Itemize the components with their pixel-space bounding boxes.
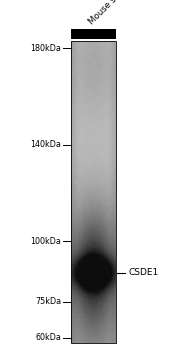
Text: CSDE1: CSDE1 (128, 268, 159, 277)
Text: Mouse skeletal muscle: Mouse skeletal muscle (87, 0, 163, 27)
Text: 180kDa: 180kDa (30, 44, 61, 53)
Bar (71, 29, 116, 38)
Text: 140kDa: 140kDa (30, 140, 61, 149)
Text: 75kDa: 75kDa (35, 297, 61, 306)
Text: 100kDa: 100kDa (30, 237, 61, 246)
Text: 60kDa: 60kDa (35, 334, 61, 342)
Bar (71, 41, 116, 343)
